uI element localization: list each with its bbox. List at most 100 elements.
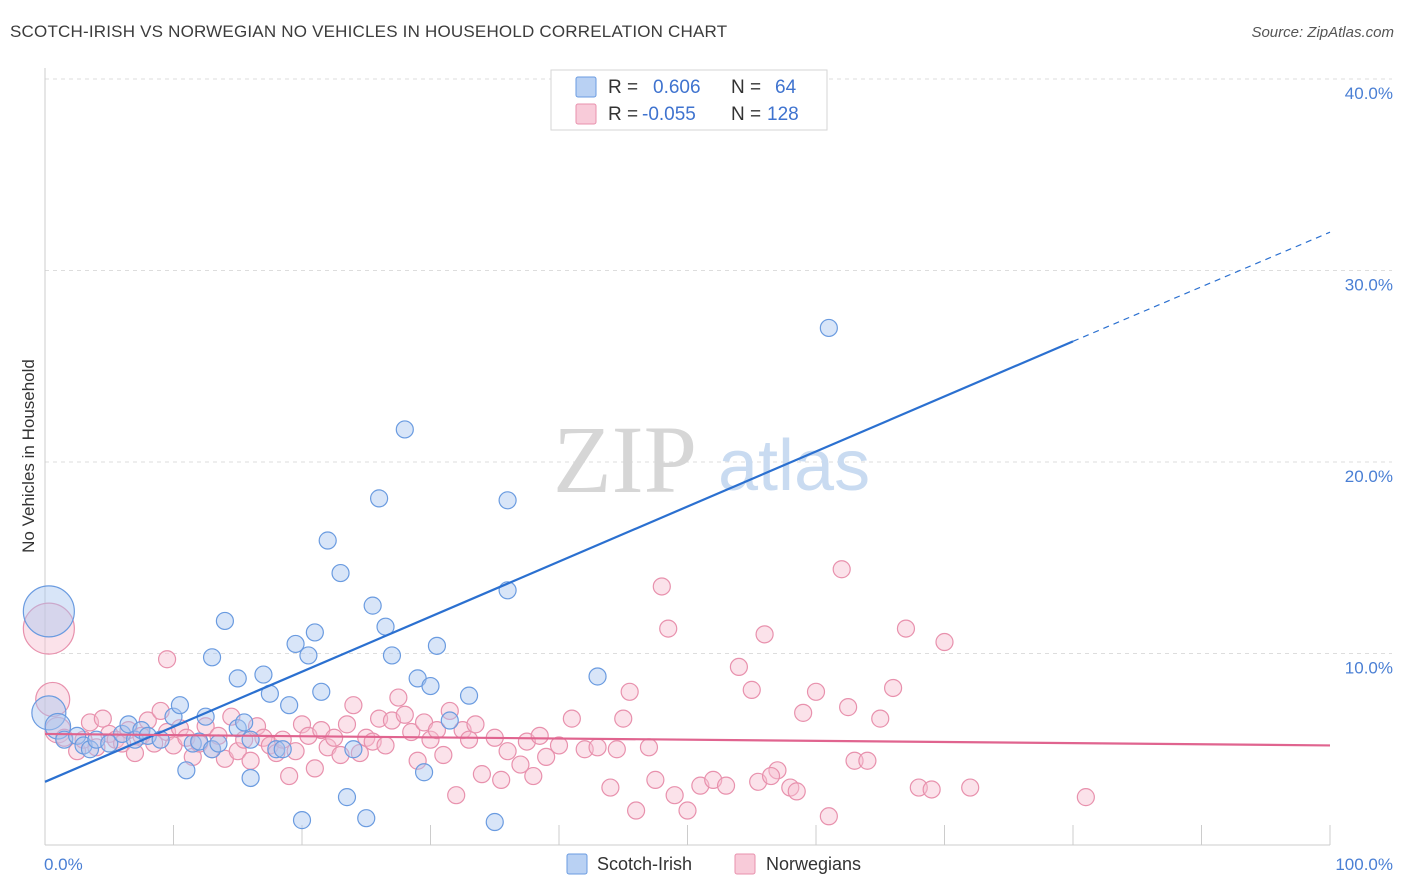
norwegians-point — [883, 678, 903, 698]
scotch-irish-point — [202, 648, 222, 667]
norwegians-point — [858, 751, 877, 770]
norwegians-point — [408, 751, 427, 770]
norwegians-point — [389, 688, 408, 707]
norwegians-point — [1076, 788, 1095, 807]
scotch-irish-point — [318, 531, 337, 550]
scotch-irish-point — [31, 695, 67, 731]
norwegians-point — [588, 738, 607, 757]
norwegians-point — [492, 770, 511, 789]
scotch-irish-point — [331, 563, 350, 583]
x-tick-max: 100.0% — [1335, 855, 1393, 874]
x-minor-ticks — [173, 825, 1331, 845]
norwegians-point — [35, 681, 71, 718]
norwegians-point — [421, 730, 440, 749]
legend-r-value: -0.055 — [642, 104, 696, 125]
bottom-legend-swatch-scotch-irish — [566, 853, 588, 875]
norwegians-point — [292, 715, 312, 734]
scotch-irish-point — [819, 318, 838, 338]
y-tick-label: 10.0% — [1345, 659, 1393, 678]
norwegians-point — [659, 619, 678, 638]
scotch-irish-point — [267, 740, 286, 759]
scotch-irish-point — [170, 696, 190, 715]
scotch-irish-point — [382, 646, 402, 665]
scotch-irish-point — [22, 585, 75, 638]
scotch-irish-point — [305, 623, 324, 642]
norwegians-point — [896, 619, 916, 638]
y-tick-labels: 10.0% 20.0% 30.0% 40.0% — [1345, 84, 1393, 678]
norwegians-point — [794, 703, 813, 722]
norwegians-point — [787, 782, 806, 801]
norwegians-point — [678, 801, 697, 820]
norwegians-point — [665, 786, 684, 805]
scotch-irish-point — [235, 713, 254, 732]
scotch-irish-point — [363, 596, 382, 615]
norwegians-point — [157, 650, 177, 669]
norwegians-point — [620, 682, 639, 701]
legend-n-value: 64 — [775, 77, 797, 98]
legend-r-value: 0.606 — [653, 77, 701, 98]
scotch-irish-point — [357, 809, 376, 828]
y-tick-label: 20.0% — [1345, 467, 1393, 486]
norwegians-point — [325, 728, 344, 747]
scotch-irish-point — [273, 740, 292, 759]
norwegians-point — [961, 778, 980, 797]
scotch-irish-point — [215, 611, 234, 631]
norwegians-point — [832, 560, 851, 579]
scotch-irish-point — [292, 811, 312, 830]
scotch-irish-point — [588, 667, 607, 686]
y-tick-label: 30.0% — [1345, 276, 1393, 295]
norwegians-point — [466, 715, 485, 734]
scotch-irish-point — [485, 812, 504, 832]
norwegians-point — [742, 680, 761, 699]
norwegians-point — [922, 780, 941, 799]
norwegians-point — [472, 765, 491, 784]
norwegians-point — [305, 759, 324, 778]
scotch-irish-point — [344, 740, 363, 759]
norwegians-points — [22, 560, 1095, 826]
norwegians-point — [22, 602, 75, 655]
scotch-irish-point — [414, 763, 434, 782]
legend-n-label: N = — [731, 104, 761, 125]
norwegians-point — [511, 755, 530, 774]
scotch-irish-point — [299, 646, 318, 665]
norwegians-point — [93, 709, 112, 728]
norwegians-point — [498, 742, 517, 761]
norwegians-point — [280, 766, 299, 786]
norwegians-point — [935, 632, 954, 652]
legend-frame — [550, 69, 828, 131]
norwegians-point — [549, 736, 569, 755]
norwegians-point — [607, 740, 626, 759]
norwegians-point — [530, 726, 549, 745]
scotch-irish-point — [427, 636, 447, 655]
y-tick-label: 40.0% — [1345, 84, 1393, 103]
legend-r-label: R = — [608, 104, 638, 125]
norwegians-point — [344, 696, 363, 715]
norwegians-point — [652, 577, 671, 596]
chart-title: SCOTCH-IRISH VS NORWEGIAN NO VEHICLES IN… — [10, 22, 728, 41]
grid-lines — [45, 78, 1392, 654]
x-tick-min: 0.0% — [44, 855, 83, 874]
bottom-legend-swatch-norwegians — [734, 853, 756, 875]
norwegians-point — [395, 705, 414, 724]
scotch-irish-point — [164, 707, 183, 726]
norwegians-point — [755, 625, 774, 644]
scotch-irish-point — [68, 726, 87, 745]
scotch-irish-point — [395, 420, 414, 439]
scotch-irish-points — [22, 318, 838, 832]
bottom-legend-norwegians: Norwegians — [766, 854, 861, 874]
norwegians-point — [806, 682, 826, 701]
norwegians-point — [524, 766, 543, 786]
scotch-irish-point — [177, 761, 196, 780]
scotch-irish-point — [440, 711, 459, 730]
scotch-irish-point — [286, 634, 305, 654]
norwegians-trend-line — [44, 732, 1331, 747]
source-note: Source: ZipAtlas.com — [1251, 24, 1394, 41]
norwegians-point — [729, 657, 749, 677]
norwegians-point — [447, 786, 466, 805]
norwegians-point — [440, 701, 459, 721]
scotch-irish-point — [44, 712, 72, 740]
scotch-irish-point — [254, 665, 273, 684]
norwegians-point — [427, 720, 447, 740]
norwegians-point — [337, 715, 357, 734]
scotch-irish-trend-extension — [1072, 231, 1331, 342]
